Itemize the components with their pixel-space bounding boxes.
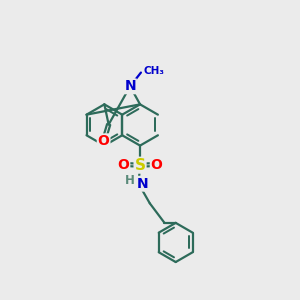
Text: CH₃: CH₃ bbox=[143, 66, 164, 76]
Text: O: O bbox=[151, 158, 163, 172]
Text: H: H bbox=[125, 174, 135, 187]
Text: O: O bbox=[118, 158, 129, 172]
Text: N: N bbox=[124, 79, 136, 93]
Text: S: S bbox=[135, 158, 146, 173]
Text: O: O bbox=[98, 134, 109, 148]
Text: N: N bbox=[136, 177, 148, 191]
